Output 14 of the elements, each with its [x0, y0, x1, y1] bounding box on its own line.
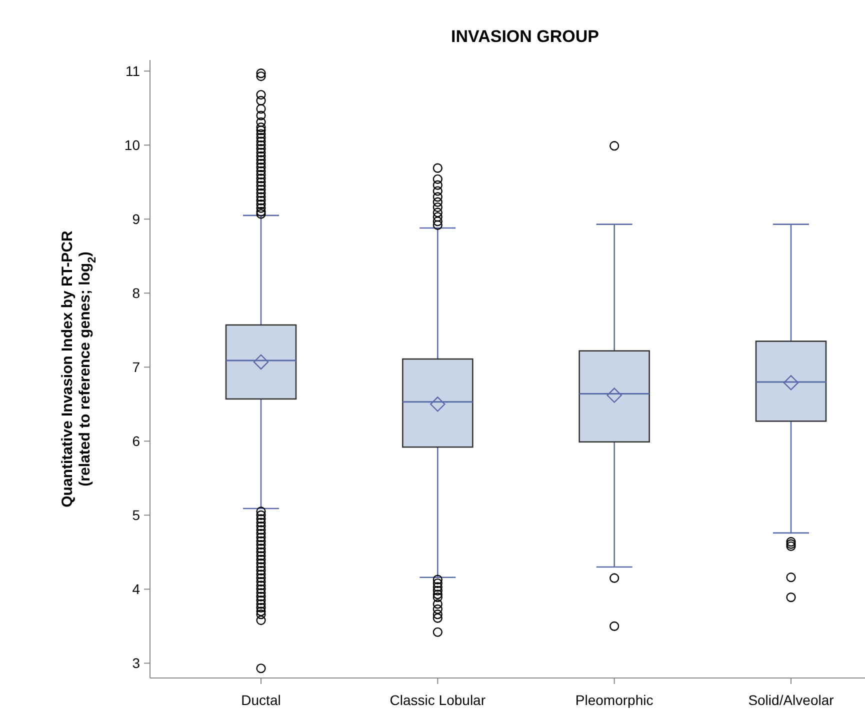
x-tick-label: Pleomorphic [575, 692, 654, 708]
y-tick-label: 4 [132, 581, 140, 598]
x-tick-label: Solid/Alveolar [748, 692, 834, 708]
y-tick-label: 3 [132, 655, 140, 672]
y-tick-label: 9 [132, 211, 140, 228]
y-tick-label: 6 [132, 433, 140, 450]
y-tick-label: 5 [132, 507, 140, 524]
x-tick-label: Ductal [241, 692, 281, 708]
y-tick-label: 11 [125, 63, 140, 79]
y-tick-label: 7 [132, 359, 140, 376]
y-tick-label: 10 [124, 137, 140, 154]
y-tick-label: 8 [132, 285, 140, 302]
chart-title: INVASION GROUP [451, 27, 599, 46]
x-tick-label: Classic Lobular [390, 692, 486, 708]
